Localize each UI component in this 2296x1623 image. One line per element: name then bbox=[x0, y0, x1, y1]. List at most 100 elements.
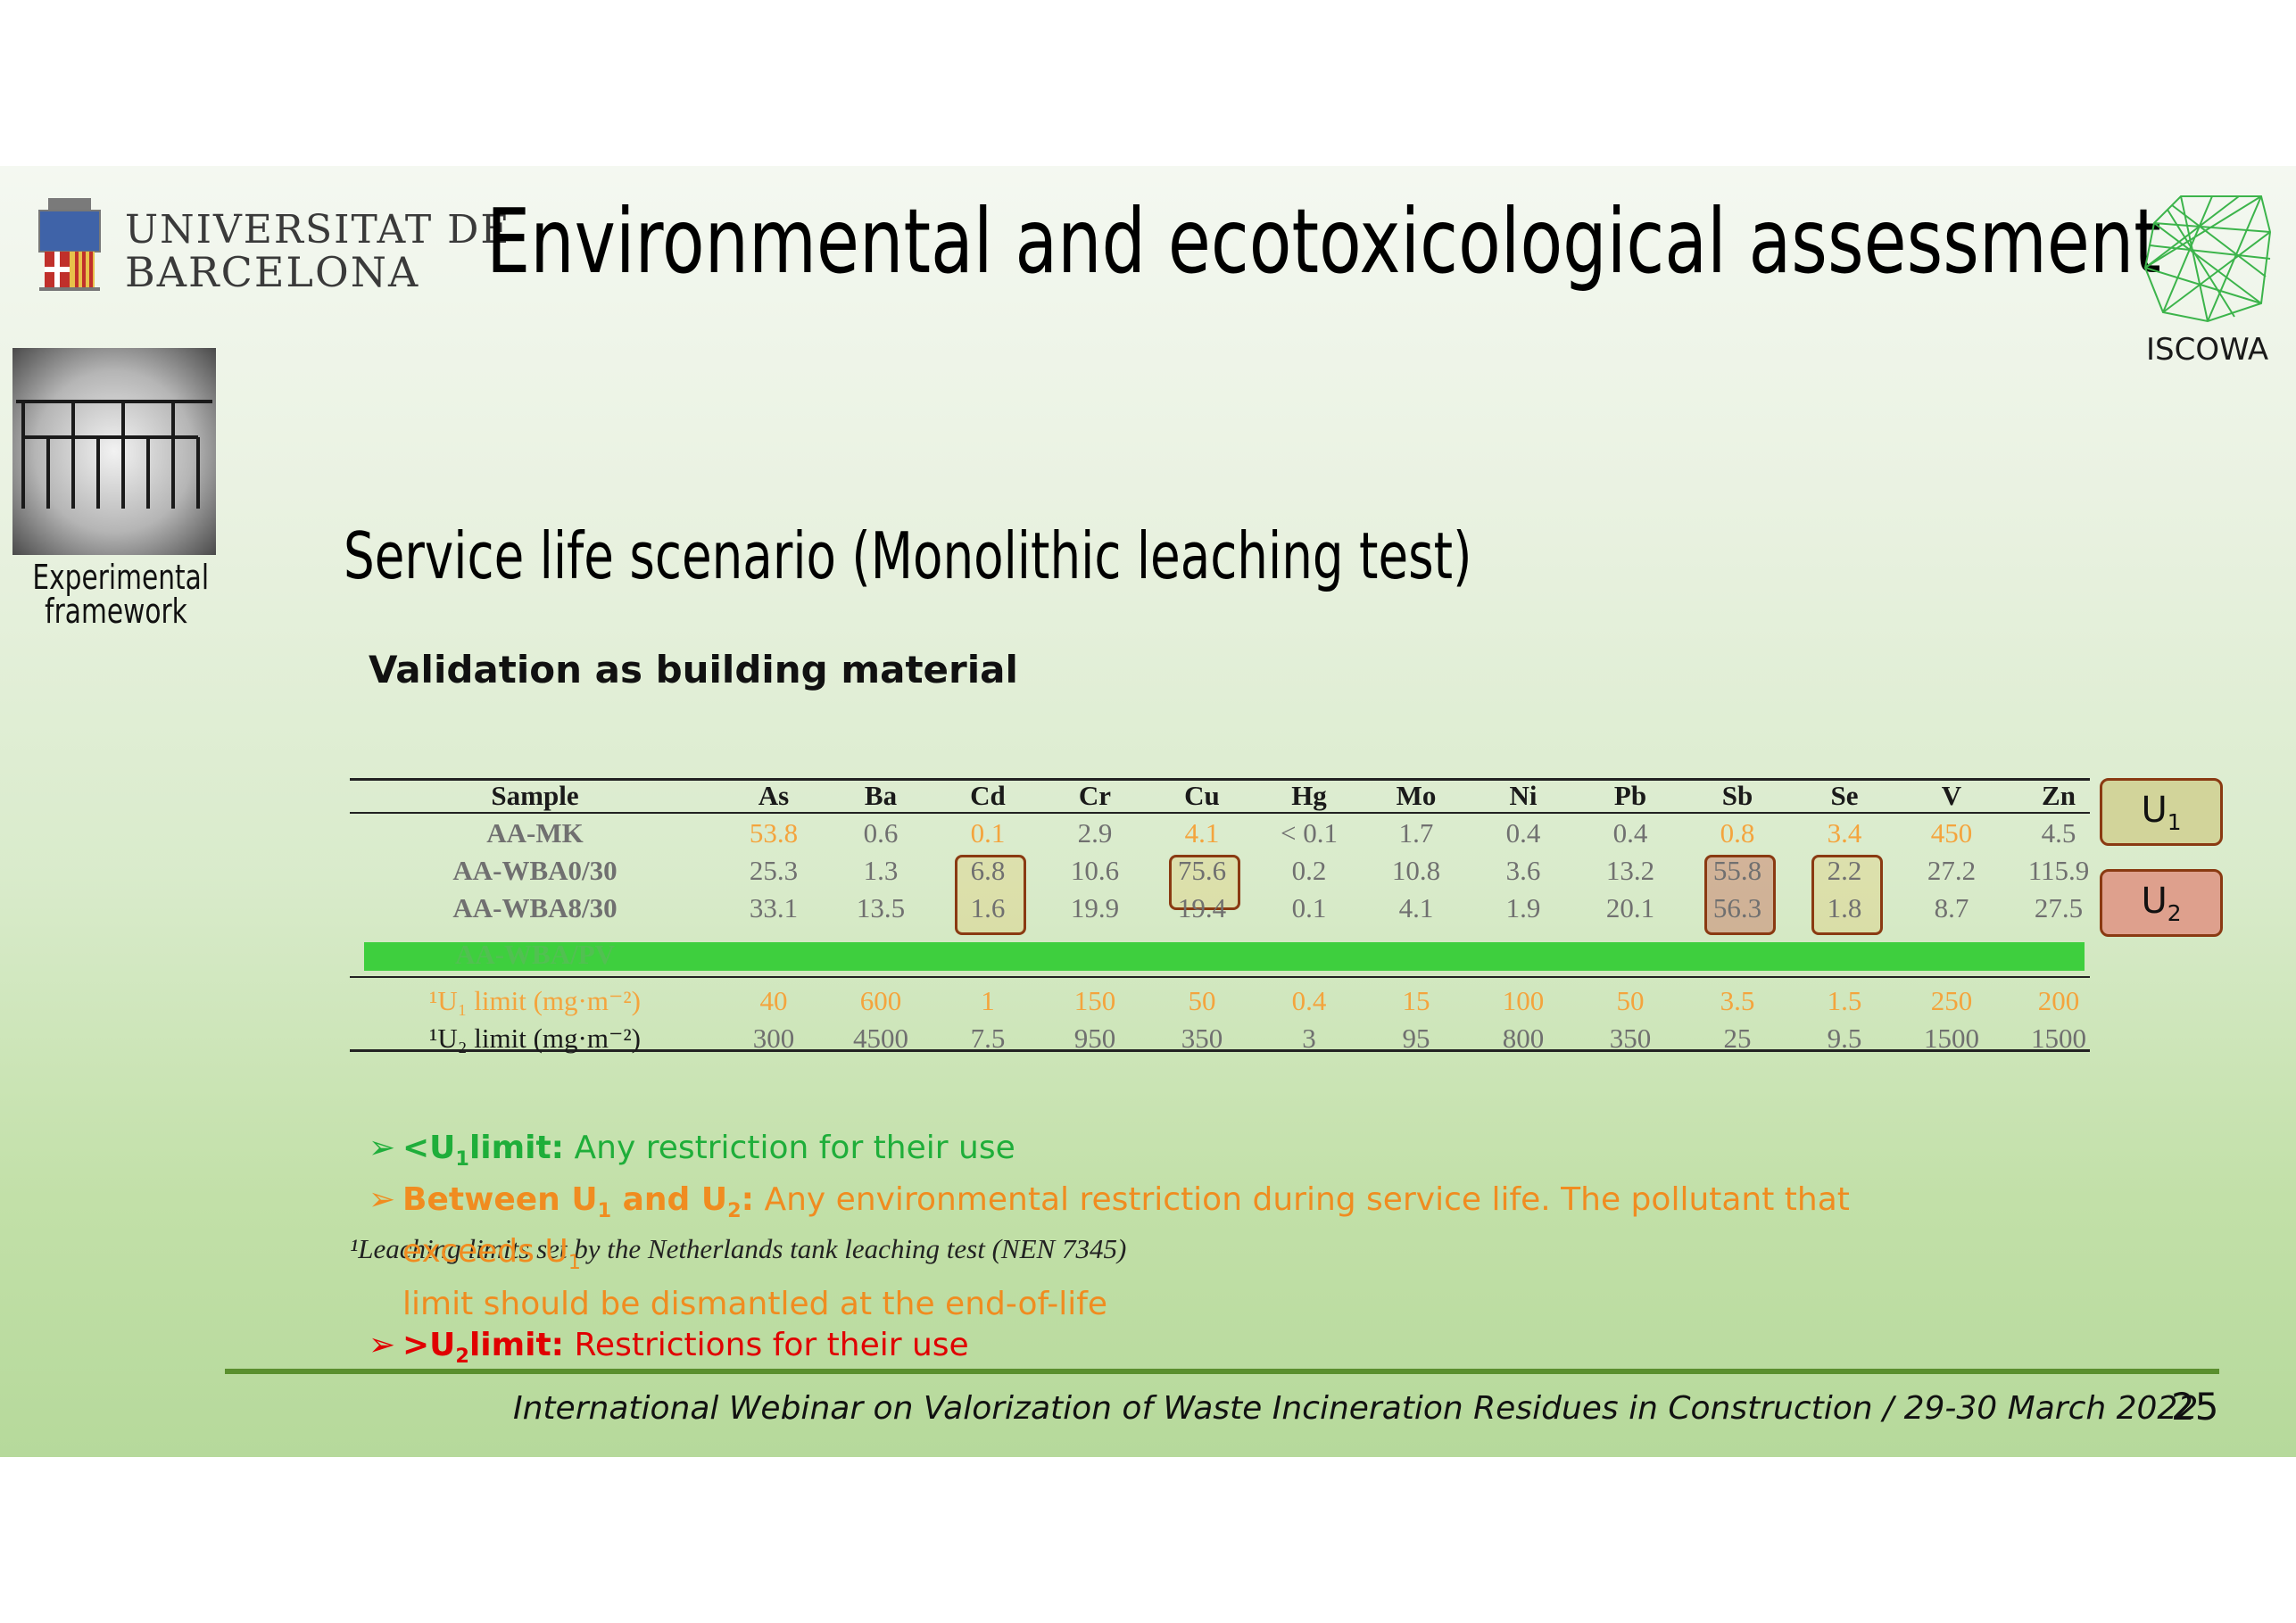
table-cell: 50 bbox=[1188, 985, 1216, 1016]
table-header-rule bbox=[350, 812, 2090, 814]
bullet-text-line2: limit should be dismantled at the end-of… bbox=[402, 1285, 1108, 1322]
table-cell: 1.3 bbox=[863, 855, 899, 886]
experimental-framework-image bbox=[12, 348, 216, 555]
table-cell: 2.9 bbox=[1077, 817, 1113, 849]
table-cell: 600 bbox=[859, 985, 902, 1016]
table-cell: 27.2 bbox=[1927, 855, 1977, 886]
table-row: AA-MK 53.8 0.6 0.1 2.9 4.1 < 0.1 1.7 0.4 0.4 0.8 3.… bbox=[350, 817, 2090, 855]
table-cell: 2.2 bbox=[1827, 855, 1862, 886]
table-row-label: ¹U₂ limit (mg·m⁻²) bbox=[429, 1023, 641, 1054]
table-cell: 55.8 bbox=[1712, 855, 1762, 886]
hidden-row: AA-WBA/PV bbox=[350, 939, 2090, 976]
table-cell: 350 bbox=[1181, 1023, 1223, 1054]
table-cell: 0.4 bbox=[1612, 817, 1648, 849]
u2-legend-box: U2 bbox=[2100, 869, 2223, 937]
table-row: AA-WBA8/30 33.1 13.5 1.6 19.9 19.4 0.1 4.1 1.9 20… bbox=[350, 892, 2090, 930]
table-cell: 1.5 bbox=[1827, 985, 1862, 1016]
table-cell: 0.2 bbox=[1291, 855, 1327, 886]
university-name-line2: BARCELONA bbox=[125, 248, 420, 296]
footer-divider bbox=[225, 1369, 2219, 1374]
slide-subtitle: Service life scenario (Monolithic leachi… bbox=[344, 518, 1472, 593]
table-cell: 100 bbox=[1502, 985, 1545, 1016]
bullet-lead: >U bbox=[402, 1326, 456, 1363]
table-cell: 4.1 bbox=[1184, 817, 1220, 849]
table-cell: 6.8 bbox=[970, 855, 1006, 886]
table-cell: 75.6 bbox=[1177, 855, 1227, 886]
table-cell: 200 bbox=[2037, 985, 2080, 1016]
table-cell: 50 bbox=[1616, 985, 1645, 1016]
table-cell: 3.6 bbox=[1505, 855, 1541, 886]
exp-label-line2: framework bbox=[45, 592, 187, 631]
table-cell: 1.7 bbox=[1398, 817, 1434, 849]
table-cell: Pb bbox=[1613, 780, 1647, 811]
limit-exceed-highlight bbox=[1704, 855, 1776, 935]
table-row-label: AA-WBA8/30 bbox=[452, 892, 618, 923]
table-cell: 4.1 bbox=[1398, 892, 1434, 923]
table-cell: 350 bbox=[1609, 1023, 1652, 1054]
table-cell: 250 bbox=[1930, 985, 1973, 1016]
table-cell: 0.1 bbox=[970, 817, 1006, 849]
exp-label-line1: Experimental bbox=[32, 558, 210, 597]
table-row: AA-WBA0/30 25.3 1.3 6.8 10.6 75.6 0.2 10.8 3.6 13… bbox=[350, 855, 2090, 892]
table-cell: 95 bbox=[1402, 1023, 1430, 1054]
table-top-rule bbox=[350, 778, 2090, 781]
highlight-bar bbox=[364, 942, 2085, 971]
table-cell: 13.2 bbox=[1605, 855, 1655, 886]
table-cell: V bbox=[1941, 780, 1962, 811]
table-cell: 33.1 bbox=[749, 892, 799, 923]
bullet-below-u1: ➢ <U1limit: Any restriction for their us… bbox=[369, 1128, 1975, 1180]
university-name-line1: UNIVERSITAT DE bbox=[125, 207, 511, 253]
table-bottom-rule bbox=[350, 1049, 2090, 1052]
bullet-text: Any environmental restriction during ser… bbox=[402, 1181, 1850, 1271]
table-cell: 10.8 bbox=[1391, 855, 1441, 886]
table-cell: 7.5 bbox=[970, 1023, 1006, 1054]
table-cell: As bbox=[758, 780, 790, 811]
bullet-lead-tail: and U bbox=[611, 1181, 728, 1219]
table-cell: 950 bbox=[1073, 1023, 1116, 1054]
section-heading: Validation as building material bbox=[369, 648, 1018, 691]
u1-subscript: 1 bbox=[2167, 809, 2182, 835]
table-row-label: ¹U₁ limit (mg·m⁻²) bbox=[429, 985, 641, 1016]
table-cell: Ni bbox=[1509, 780, 1538, 811]
table-cell: 3.5 bbox=[1720, 985, 1755, 1016]
bullet-text: Restrictions for their use bbox=[564, 1326, 969, 1363]
experimental-framework-label: Experimental framework bbox=[32, 558, 210, 631]
bullet-lead-sub: 1 bbox=[597, 1199, 612, 1223]
table-cell: 1500 bbox=[1924, 1023, 1979, 1054]
table-cell: 19.4 bbox=[1177, 892, 1227, 923]
table-cell: Se bbox=[1830, 780, 1859, 811]
limit-exceed-highlight bbox=[955, 855, 1026, 935]
table-limit-rule bbox=[350, 976, 2090, 978]
table-cell: 15 bbox=[1402, 985, 1430, 1016]
limit-exceed-highlight bbox=[1811, 855, 1883, 935]
table-row: ¹U₂ limit (mg·m⁻²) 300 4500 7.5 950 350 3 95 800… bbox=[350, 1023, 2090, 1060]
bullet-lead-tail: limit: bbox=[468, 1130, 565, 1166]
table-cell: 3 bbox=[1302, 1023, 1316, 1054]
table-cell: 27.5 bbox=[2034, 892, 2084, 923]
bullet-lead-sub: 1 bbox=[455, 1147, 469, 1172]
table-cell: 13.5 bbox=[856, 892, 906, 923]
table-cell: 1.9 bbox=[1505, 892, 1541, 923]
table-cell: 300 bbox=[752, 1023, 795, 1054]
table-header-row: Sample As Ba Cd Cr Cu Hg Mo Ni Pb Sb Se V Zn bbox=[350, 780, 2090, 817]
table-cell: 40 bbox=[759, 985, 788, 1016]
table-cell: Ba bbox=[864, 780, 898, 811]
university-of-barcelona-logo: UNIVERSITAT DE BARCELONA bbox=[36, 193, 510, 300]
iscowa-logo-text: ISCOWA bbox=[2146, 332, 2269, 368]
table-cell: 25 bbox=[1723, 1023, 1752, 1054]
table-cell: 0.6 bbox=[863, 817, 899, 849]
table-cell: 800 bbox=[1502, 1023, 1545, 1054]
table-row-label: Sample bbox=[491, 780, 579, 811]
table-cell: 56.3 bbox=[1712, 892, 1762, 923]
slide-title: Environmental and ecotoxicological asses… bbox=[486, 189, 2161, 294]
bullet-lead: Between U bbox=[402, 1181, 598, 1219]
bullet-between-u1-u2: ➢ Between U1 and U2: Any environmental r… bbox=[369, 1180, 1975, 1324]
table-cell: 0.1 bbox=[1291, 892, 1327, 923]
iscowa-globe-icon bbox=[2143, 195, 2272, 323]
slide: UNIVERSITAT DE BARCELONA Environmental a… bbox=[0, 166, 2296, 1457]
u1-letter: U bbox=[2141, 790, 2168, 831]
page-number: 25 bbox=[2171, 1385, 2219, 1428]
arrow-bullet-icon: ➢ bbox=[369, 1181, 396, 1219]
arrow-bullet-icon: ➢ bbox=[369, 1326, 396, 1363]
table-cell: 0.4 bbox=[1291, 985, 1327, 1016]
